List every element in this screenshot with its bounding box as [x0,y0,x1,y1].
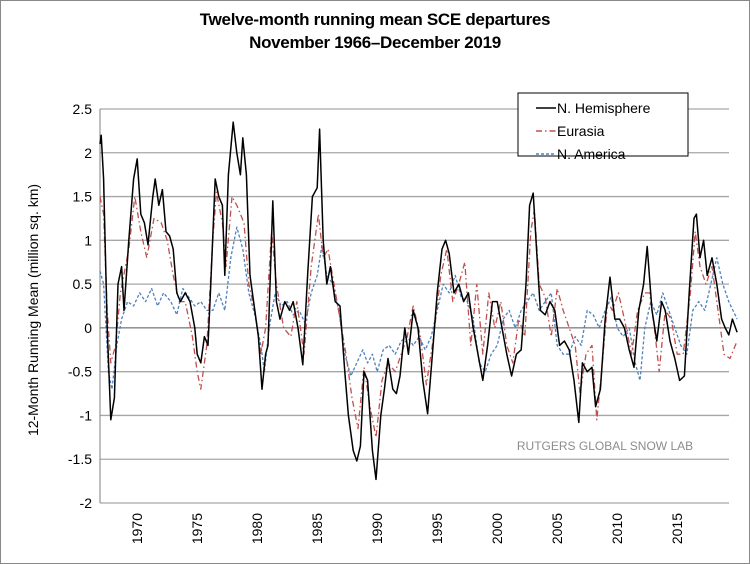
x-tick-label: 1980 [249,513,265,544]
y-tick-label: 0.5 [73,276,93,292]
legend-label: Eurasia [557,123,605,139]
x-tick-label: 2010 [609,513,625,544]
x-tick-label: 1985 [309,513,325,544]
y-tick-label: 1.5 [73,189,93,205]
y-axis-label: 12-Month Running Mean (million sq. km) [25,184,41,436]
x-tick-label: 1970 [129,513,145,544]
legend-label: N. Hemisphere [557,100,651,116]
legend-label: N. America [557,146,626,162]
y-tick-label: -0.5 [68,364,92,380]
x-tick-label: 2015 [669,513,685,544]
watermark-annotation: RUTGERS GLOBAL SNOW LAB [517,439,693,453]
y-tick-label: 1 [84,232,92,248]
x-tick-label: 1975 [189,513,205,544]
y-tick-label: 2.5 [73,101,93,117]
y-tick-label: 2 [84,145,92,161]
y-tick-label: -1 [80,407,93,423]
chart-title: Twelve-month running mean SCE departures [199,10,551,29]
legend: N. Hemisphere Eurasia N. America [517,92,689,162]
x-tick-label: 1990 [369,513,385,544]
y-tick-label: 0 [84,320,92,336]
chart-subtitle: November 1966–December 2019 [249,33,501,52]
x-tick-label: 2000 [489,513,505,544]
y-tick-label: -1.5 [68,451,92,467]
series-line-n-america [99,226,738,390]
x-tick-label: 2005 [549,513,565,544]
series-line-eurasia [99,191,738,438]
series-line-n-hemisphere [99,121,738,481]
x-tick-label: 1995 [429,513,445,544]
y-tick-label: -2 [80,495,93,511]
